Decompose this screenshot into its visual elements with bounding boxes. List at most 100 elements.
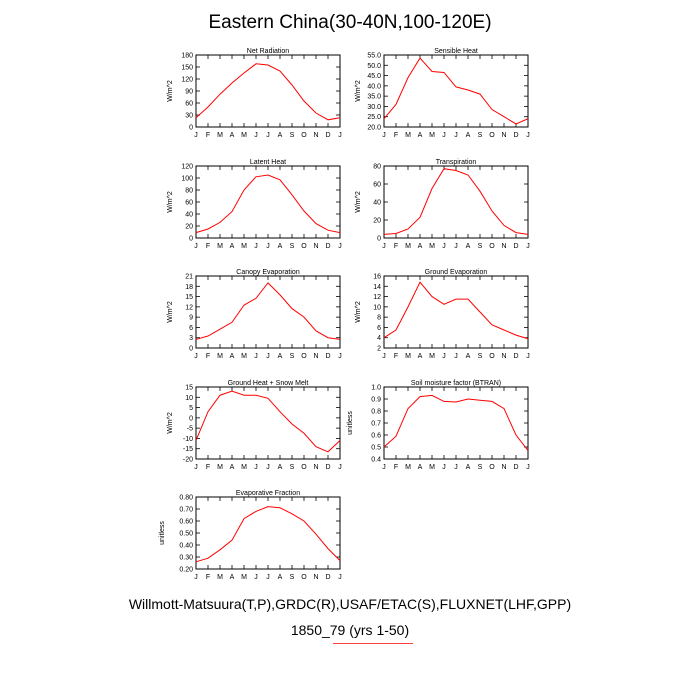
y-tick-label: 12 [185,304,193,311]
x-tick-label: S [478,464,483,471]
x-tick-label: A [466,353,471,360]
y-tick-label: 0.20 [179,567,193,574]
x-tick-label: J [194,353,198,360]
y-tick-label: 2 [377,346,381,353]
x-tick-label: S [290,243,295,250]
x-tick-label: A [278,464,283,471]
y-tick-label: 15 [185,294,193,301]
x-tick-label: N [313,574,318,581]
y-tick-label: 0 [189,415,193,422]
y-tick-label: 10 [373,304,381,311]
series-line [383,281,529,340]
y-tick-label: 4 [377,335,381,342]
x-tick-label: F [394,464,398,471]
y-tick-label: 3 [189,335,193,342]
y-tick-label: 0.40 [179,543,193,550]
x-tick-label: J [526,353,530,360]
x-tick-label: A [418,464,423,471]
x-tick-label: F [206,464,210,471]
series-line [383,57,529,125]
plot-frame [195,54,341,128]
x-tick-label: A [466,464,471,471]
panel-title: Ground Heat + Snow Melt [228,380,309,387]
x-tick-label: F [206,574,210,581]
y-tick-label: 0.70 [179,507,193,514]
x-tick-label: F [394,243,398,250]
x-tick-label: J [194,574,198,581]
x-tick-label: D [325,574,330,581]
x-tick-label: J [254,574,258,581]
x-tick-label: D [325,464,330,471]
y-tick-label: 0 [189,236,193,243]
panel-title: Canopy Evaporation [236,269,300,276]
x-tick-label: N [501,243,506,250]
y-tick-label: 20 [185,224,193,231]
x-tick-label: A [278,132,283,139]
x-tick-label: D [513,243,518,250]
x-tick-label: J [526,132,530,139]
y-axis-label: unitless [159,521,166,545]
x-tick-label: A [230,464,235,471]
y-tick-label: 40 [373,200,381,207]
y-tick-label: 12 [373,294,381,301]
x-tick-label: N [501,353,506,360]
x-tick-label: S [478,243,483,250]
x-tick-label: J [254,464,258,471]
x-tick-label: F [394,353,398,360]
chart-panel-9: J F M A M J J A S O N D J0.200.300.400.500.600.700.8… [159,490,342,581]
x-tick-label: J [526,243,530,250]
x-tick-label: N [313,132,318,139]
x-tick-label: F [206,353,210,360]
y-tick-label: 0 [377,236,381,243]
plot-frame [195,165,341,239]
x-tick-label: A [418,132,423,139]
x-tick-label: O [301,132,307,139]
x-tick-label: S [290,574,295,581]
y-axis-label: W/m^2 [167,301,174,323]
y-tick-label: 0.30 [179,555,193,562]
x-tick-label: M [241,132,247,139]
x-tick-label: M [217,132,223,139]
x-tick-label: M [241,243,247,250]
y-tick-label: 60 [373,182,381,189]
y-tick-label: 20.0 [367,125,381,132]
y-tick-label: 0.8 [371,409,381,416]
y-tick-label: 40.0 [367,83,381,90]
y-tick-label: 21 [185,274,193,281]
x-tick-label: J [442,132,446,139]
y-tick-label: 0 [189,346,193,353]
y-tick-label: 150 [181,65,193,72]
x-tick-label: N [313,243,318,250]
y-tick-label: 90 [185,89,193,96]
x-tick-label: A [278,243,283,250]
y-tick-label: -20 [183,457,193,464]
y-tick-label: 0.5 [371,445,381,452]
y-axis-label: W/m^2 [355,301,362,323]
y-tick-label: -5 [187,426,193,433]
y-tick-label: 10 [185,395,193,402]
x-tick-label: A [278,353,283,360]
y-tick-label: 6 [189,325,193,332]
x-tick-label: M [241,464,247,471]
x-tick-label: A [230,243,235,250]
x-tick-label: M [429,353,435,360]
x-tick-label: M [405,132,411,139]
x-tick-label: A [230,132,235,139]
y-tick-label: 0.80 [179,495,193,502]
x-tick-label: D [325,243,330,250]
x-tick-label: M [405,353,411,360]
y-tick-label: 35.0 [367,94,381,101]
y-axis-label: W/m^2 [355,80,362,102]
x-tick-label: J [442,353,446,360]
x-tick-label: M [217,574,223,581]
series-line [195,63,341,121]
y-tick-label: 18 [185,284,193,291]
x-tick-label: J [266,574,270,581]
x-tick-label: F [206,132,210,139]
x-tick-label: J [338,464,342,471]
x-tick-label: M [241,574,247,581]
x-tick-label: J [382,243,386,250]
x-tick-label: J [442,243,446,250]
y-tick-label: 100 [181,176,193,183]
x-tick-label: J [254,353,258,360]
